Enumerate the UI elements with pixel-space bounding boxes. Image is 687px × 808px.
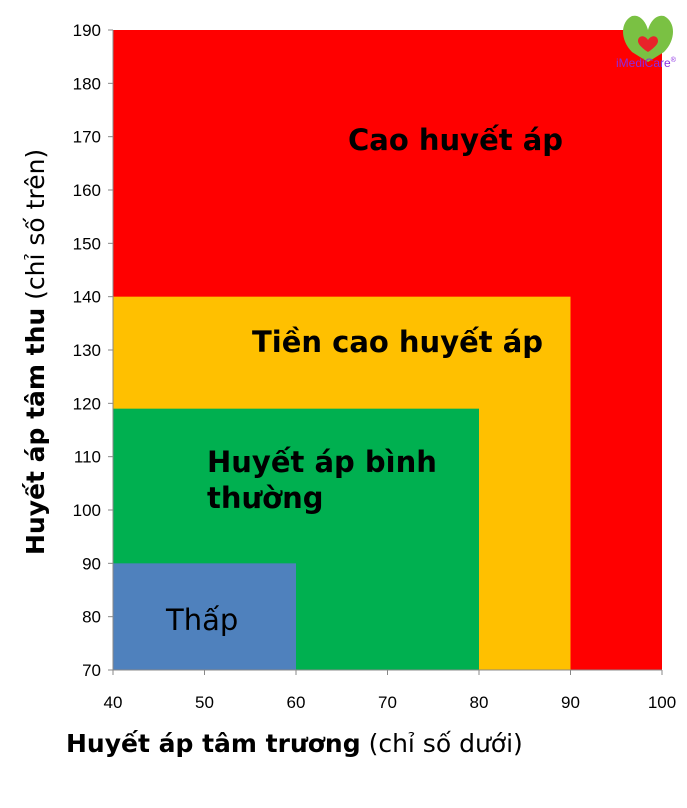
y-tick-label: 120 xyxy=(73,394,101,413)
y-axis-title-bold: Huyết áp tâm thu xyxy=(21,308,50,555)
x-axis-title-bold: Huyết áp tâm trương xyxy=(66,729,361,758)
region-label-1: Cao huyết áp xyxy=(348,123,563,157)
y-tick-label: 90 xyxy=(82,554,101,573)
y-tick-label: 150 xyxy=(73,234,101,253)
y-tick-label: 140 xyxy=(73,288,101,307)
chart-regions xyxy=(113,30,662,670)
logo-name: iMediCare xyxy=(616,56,671,70)
y-tick-labels: 70 80 90 100 110 120 130 140 150 160 170 180 190 xyxy=(73,21,101,680)
y-tick-label: 70 xyxy=(82,661,101,680)
leaf-icon xyxy=(623,15,673,63)
region-label-line: Tiền cao huyết áp xyxy=(252,325,543,359)
y-tick-label: 110 xyxy=(74,448,101,467)
region-4 xyxy=(113,563,296,670)
region-labels: Cao huyết áp Tiền cao huyết áp Huyết áp bì… xyxy=(165,123,563,637)
y-tick-label: 180 xyxy=(73,74,101,93)
x-tick-label: 50 xyxy=(195,693,214,712)
x-axis-title: Huyết áp tâm trương (chỉ số dưới) xyxy=(66,729,523,758)
y-tick-label: 160 xyxy=(73,181,101,200)
x-axis-title-normal: (chỉ số dưới) xyxy=(361,729,523,758)
y-tick-label: 170 xyxy=(73,128,101,147)
logo-text: iMediCare® xyxy=(616,56,677,70)
x-tick-label: 40 xyxy=(104,693,123,712)
chart-axes xyxy=(108,29,663,675)
imedicare-logo: iMediCare® xyxy=(616,15,677,70)
y-tick-label: 80 xyxy=(82,608,101,627)
y-tick-label: 130 xyxy=(73,341,101,360)
y-axis-title-normal: (chỉ số trên) xyxy=(21,149,50,308)
x-tick-label: 80 xyxy=(470,693,489,712)
region-label-line: Cao huyết áp xyxy=(348,123,563,157)
region-label-2: Tiền cao huyết áp xyxy=(252,325,543,359)
y-tick-label: 100 xyxy=(73,501,101,520)
x-tick-label: 60 xyxy=(287,693,306,712)
region-label-line: Huyết áp bình xyxy=(207,445,437,479)
x-tick-labels: 40 50 60 70 80 90 100 xyxy=(104,693,677,712)
region-label-4: Thấp xyxy=(165,603,238,637)
y-tick-label: 190 xyxy=(73,21,101,40)
heart-icon xyxy=(638,36,658,52)
region-label-line: Thấp xyxy=(165,603,238,637)
x-tick-label: 90 xyxy=(561,693,580,712)
x-tick-label: 70 xyxy=(378,693,397,712)
logo-registered-mark: ® xyxy=(671,56,677,64)
region-label-3: Huyết áp bình thường xyxy=(207,445,437,515)
region-label-line: thường xyxy=(207,481,323,515)
x-tick-label: 100 xyxy=(648,693,676,712)
y-axis-title: Huyết áp tâm thu (chỉ số trên) xyxy=(21,149,50,555)
